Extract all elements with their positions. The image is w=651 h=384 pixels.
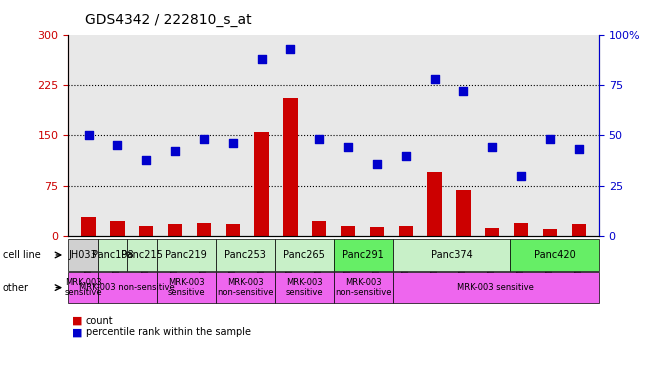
Text: ■: ■ [72, 316, 82, 326]
Text: MRK-003 non-sensitive: MRK-003 non-sensitive [79, 283, 175, 292]
Point [574, 146, 584, 152]
Text: Panc374: Panc374 [431, 250, 473, 260]
Point [83, 132, 94, 139]
Bar [485, 228, 499, 236]
Text: MRK-003
sensitive: MRK-003 sensitive [285, 278, 323, 297]
Text: MRK-003
sensitive: MRK-003 sensitive [167, 278, 205, 297]
Text: Panc291: Panc291 [342, 250, 384, 260]
Point [170, 149, 180, 155]
Bar [572, 224, 586, 236]
Bar [197, 223, 211, 236]
Text: MRK-003 sensitive: MRK-003 sensitive [457, 283, 534, 292]
Bar [255, 132, 269, 236]
Bar [139, 226, 154, 236]
Text: MRK-003
non-sensitive: MRK-003 non-sensitive [217, 278, 273, 297]
Point [458, 88, 469, 94]
Text: ■: ■ [72, 327, 82, 337]
Text: count: count [86, 316, 113, 326]
Text: JH033: JH033 [69, 250, 98, 260]
Point [343, 144, 353, 151]
Text: MRK-003
non-sensitive: MRK-003 non-sensitive [335, 278, 391, 297]
Bar [81, 217, 96, 236]
Bar [110, 221, 124, 236]
Point [227, 141, 238, 147]
Bar [543, 230, 557, 236]
Point [545, 136, 555, 142]
Bar [283, 98, 298, 236]
Text: Panc219: Panc219 [165, 250, 207, 260]
Text: Panc198: Panc198 [92, 250, 133, 260]
Point [112, 142, 122, 149]
Text: Panc265: Panc265 [283, 250, 325, 260]
Bar [398, 226, 413, 236]
Bar [456, 190, 471, 236]
Point [516, 173, 526, 179]
Text: other: other [3, 283, 29, 293]
Text: GDS4342 / 222810_s_at: GDS4342 / 222810_s_at [85, 13, 251, 27]
Point [430, 76, 440, 82]
Point [256, 56, 267, 62]
Point [372, 161, 382, 167]
Text: Panc253: Panc253 [225, 250, 266, 260]
Text: Panc420: Panc420 [534, 250, 575, 260]
Point [141, 157, 152, 163]
Bar [168, 224, 182, 236]
Point [487, 144, 497, 151]
Text: Panc215: Panc215 [121, 250, 163, 260]
Point [400, 152, 411, 159]
Point [199, 136, 209, 142]
Text: MRK-003
sensitive: MRK-003 sensitive [64, 278, 102, 297]
Text: cell line: cell line [3, 250, 40, 260]
Bar [341, 226, 355, 236]
Point [285, 46, 296, 52]
Point [314, 136, 324, 142]
Bar [514, 223, 528, 236]
Bar [225, 224, 240, 236]
Bar [427, 172, 442, 236]
Bar [312, 221, 326, 236]
Text: percentile rank within the sample: percentile rank within the sample [86, 327, 251, 337]
Bar [370, 227, 384, 236]
